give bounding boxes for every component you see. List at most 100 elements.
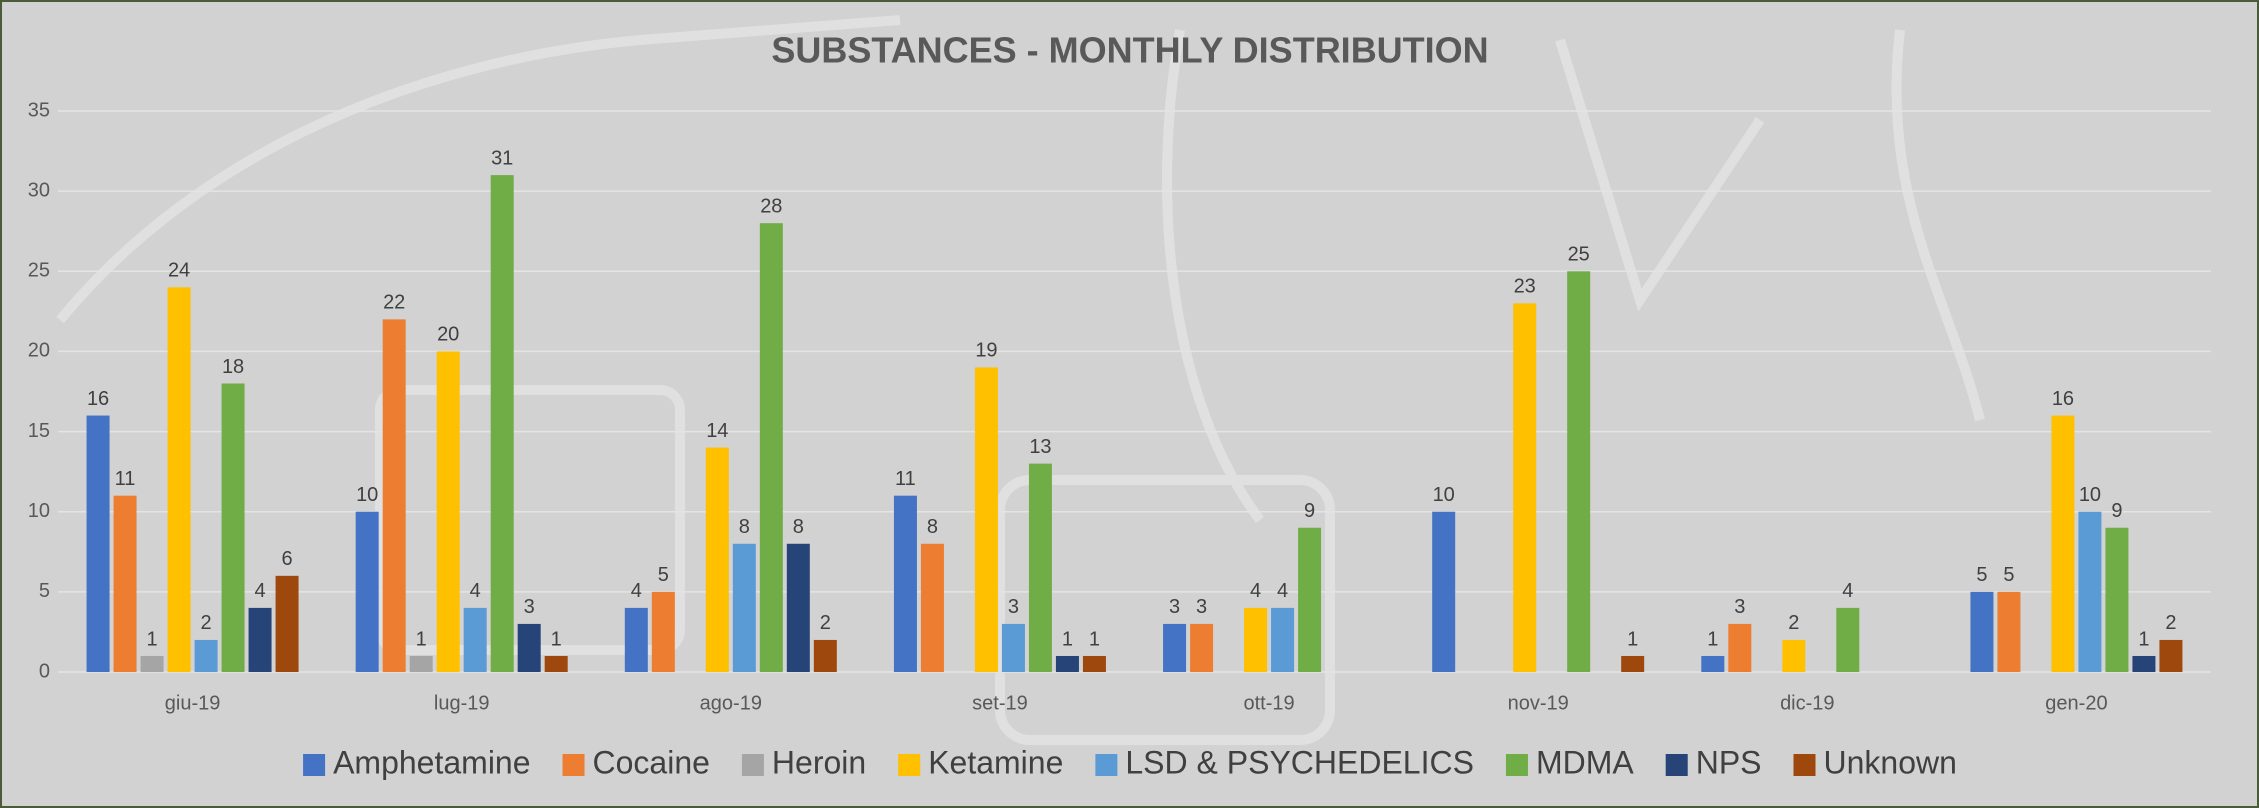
data-label: 2 [2165,612,2176,634]
x-tick-label: lug-19 [434,692,490,714]
legend-swatch [1794,754,1816,776]
x-tick-label: nov-19 [1508,692,1569,714]
data-label: 5 [1976,564,1987,586]
legend-label: Heroin [772,744,866,780]
legend-swatch [1095,754,1117,776]
bar [1782,640,1805,672]
data-label: 19 [975,340,997,362]
data-label: 24 [168,260,190,282]
bar [733,544,756,672]
data-label: 4 [1277,580,1288,602]
legend-label: LSD & PSYCHEDELICS [1125,744,1474,780]
data-label: 10 [1433,484,1455,506]
bar [2132,656,2155,672]
data-label: 3 [1008,596,1019,618]
data-label: 2 [820,612,831,634]
data-label: 2 [1788,612,1799,634]
bar [1432,512,1455,672]
data-label: 11 [115,468,136,490]
bar [625,608,648,672]
legend-swatch [1666,754,1688,776]
data-label: 3 [524,596,535,618]
data-label: 8 [793,516,804,538]
y-tick-label: 15 [28,420,50,442]
bar [518,624,541,672]
legend-label: Amphetamine [333,744,530,780]
data-label: 1 [1062,628,1073,650]
data-label: 9 [1304,500,1315,522]
bar [491,175,514,672]
data-label: 4 [631,580,642,602]
legend-swatch [898,754,920,776]
bar [1970,592,1993,672]
bar [787,544,810,672]
bar [464,608,487,672]
legend-swatch [563,754,585,776]
bar [1056,656,1079,672]
legend-label: NPS [1696,744,1762,780]
data-label: 2 [201,612,212,634]
data-label: 16 [87,388,109,410]
y-tick-label: 35 [28,99,50,121]
data-label: 3 [1169,596,1180,618]
data-label: 6 [282,548,293,570]
bar [1621,656,1644,672]
bar [921,544,944,672]
chart: SUBSTANCES - MONTHLY DISTRIBUTION 051015… [0,0,2259,808]
data-label: 4 [1250,580,1261,602]
y-tick-label: 20 [28,340,50,362]
bar [1163,624,1186,672]
bar [706,448,729,672]
data-label: 5 [2003,564,2014,586]
bar [2051,416,2074,672]
bar [1002,624,1025,672]
legend-label: Cocaine [593,744,710,780]
data-label: 1 [1089,628,1100,650]
bar [1298,528,1321,672]
data-label: 5 [658,564,669,586]
data-label: 31 [491,147,513,169]
x-tick-label: giu-19 [165,692,221,714]
y-tick-label: 10 [28,500,50,522]
data-label: 8 [739,516,750,538]
data-label: 14 [706,420,728,442]
bar [2078,512,2101,672]
data-label: 1 [147,628,158,650]
bar [356,512,379,672]
data-label: 10 [2079,484,2101,506]
bar [1190,624,1213,672]
bar [276,576,299,672]
data-label: 4 [470,580,481,602]
x-tick-label: ago-19 [700,692,762,714]
legend-swatch [303,754,325,776]
data-label: 10 [356,484,378,506]
bar [1701,656,1724,672]
bar [2105,528,2128,672]
legend-swatch [742,754,764,776]
bar [249,608,272,672]
bar [1271,608,1294,672]
data-label: 20 [437,324,459,346]
bar [652,592,675,672]
data-label: 28 [760,195,782,217]
bar [87,416,110,672]
x-tick-label: set-19 [972,692,1028,714]
data-label: 1 [1627,628,1638,650]
bar [2159,640,2182,672]
data-label: 4 [255,580,266,602]
bar [760,223,783,672]
data-label: 23 [1514,276,1536,298]
bar [545,656,568,672]
bar [1244,608,1267,672]
data-label: 3 [1196,596,1207,618]
legend-swatch [1506,754,1528,776]
data-label: 1 [416,628,427,650]
bar [814,640,837,672]
bar [1567,271,1590,672]
x-tick-label: ott-19 [1243,692,1294,714]
bar [975,367,998,672]
legend-label: Unknown [1824,744,1957,780]
data-label: 1 [1707,628,1718,650]
legend-label: Ketamine [928,744,1063,780]
data-label: 8 [927,516,938,538]
